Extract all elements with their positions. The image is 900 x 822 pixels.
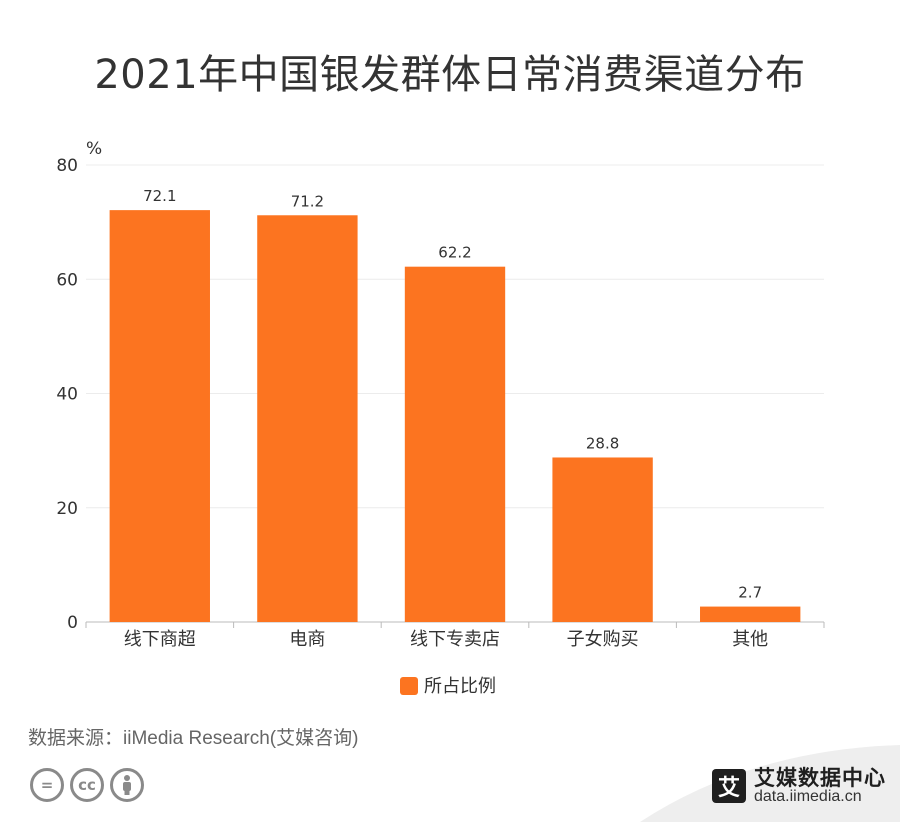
y-tick-label: 60 <box>56 270 78 290</box>
legend-label: 所占比例 <box>424 676 496 697</box>
x-tick-label: 线下商超 <box>124 629 196 650</box>
corner-decoration <box>640 745 900 822</box>
data-label: 2.7 <box>738 584 762 602</box>
bar <box>404 266 506 622</box>
x-tick-label: 其他 <box>732 629 768 650</box>
brand-watermark: 艾 艾媒数据中心 data.iimedia.cn <box>712 767 886 806</box>
cc-icon: cc <box>70 768 104 802</box>
x-tick-label: 电商 <box>289 629 325 650</box>
data-label: 71.2 <box>291 192 324 210</box>
brand-logo-icon: 艾 <box>712 769 746 804</box>
x-tick-label: 线下专卖店 <box>410 629 500 650</box>
y-axis-label: % <box>86 139 102 159</box>
equals-icon: = <box>30 768 64 802</box>
bar <box>700 606 801 622</box>
bar-chart: 0 20 40 60 80% 72.1 线下商超 71.2 电商 62.2 线下专卖店 28.8 子女购… <box>56 139 825 697</box>
chart-title: 2021年中国银发群体日常消费渠道分布 <box>94 52 806 98</box>
bar <box>257 215 358 622</box>
brand-name: 艾媒数据中心 <box>754 766 886 790</box>
y-tick-label: 80 <box>56 156 78 176</box>
legend-swatch <box>400 677 418 695</box>
data-label: 72.1 <box>143 187 176 205</box>
y-tick-label: 20 <box>56 499 78 519</box>
y-tick-label: 40 <box>56 385 78 405</box>
data-label: 62.2 <box>438 244 471 262</box>
data-source: 数据来源：iiMedia Research(艾媒咨询) <box>28 728 359 749</box>
person-icon <box>110 768 144 802</box>
y-tick-label: 0 <box>67 613 78 633</box>
x-tick-label: 子女购买 <box>567 629 639 650</box>
bar <box>552 457 653 622</box>
license-icons: = cc <box>30 768 144 802</box>
brand-url: data.iimedia.cn <box>754 788 862 806</box>
data-label: 28.8 <box>586 434 619 452</box>
bar <box>109 210 210 622</box>
